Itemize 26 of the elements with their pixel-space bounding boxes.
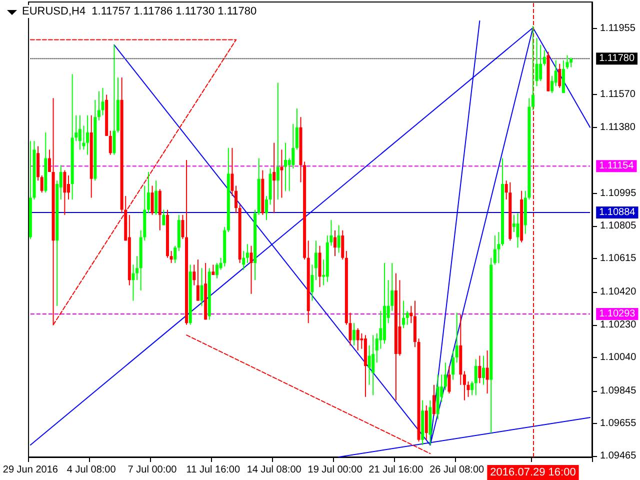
x-tick-label: 26 Jul 08:00 — [430, 464, 485, 476]
y-tick-label: 1.10420 — [600, 286, 637, 298]
ref-line-label: 1.11154 — [599, 160, 634, 172]
chart-title: EURUSD,H4 1.11757 1.11786 1.11730 1.11780 — [22, 6, 257, 18]
y-tick-label: 1.09655 — [600, 418, 637, 430]
x-tick-label: 2016.07.29 16:00 — [490, 466, 576, 478]
ref-line-label: 1.10293 — [599, 308, 636, 320]
x-tick-label: 21 Jul 16:00 — [368, 464, 424, 476]
x-tick-label: 11 Jul 16:00 — [186, 464, 240, 476]
y-tick-label: 1.10040 — [600, 352, 637, 363]
y-tick-label: 1.10230 — [600, 319, 637, 330]
y-tick-label: 1.11955 — [600, 23, 636, 34]
y-tick-label: 1.11570 — [600, 89, 636, 100]
x-tick-label: 19 Jul 00:00 — [308, 464, 363, 476]
ref-line-label: 1.10884 — [599, 207, 636, 218]
y-tick-label: 1.10615 — [600, 253, 637, 264]
y-tick-label: 1.09465 — [600, 450, 637, 462]
y-tick-label: 1.10805 — [600, 220, 637, 232]
x-tick-label: 29 Jun 2016 — [2, 464, 58, 476]
x-tick-label: 14 Jul 08:00 — [246, 464, 302, 476]
x-tick-label: 7 Jul 00:00 — [128, 464, 178, 476]
y-tick-label: 1.09845 — [600, 385, 637, 396]
x-tick-label: 4 Jul 08:00 — [66, 464, 116, 476]
ref-line-label: 1.11780 — [599, 53, 635, 64]
y-tick-label: 1.10995 — [600, 188, 637, 199]
y-tick-label: 1.11380 — [600, 122, 636, 133]
